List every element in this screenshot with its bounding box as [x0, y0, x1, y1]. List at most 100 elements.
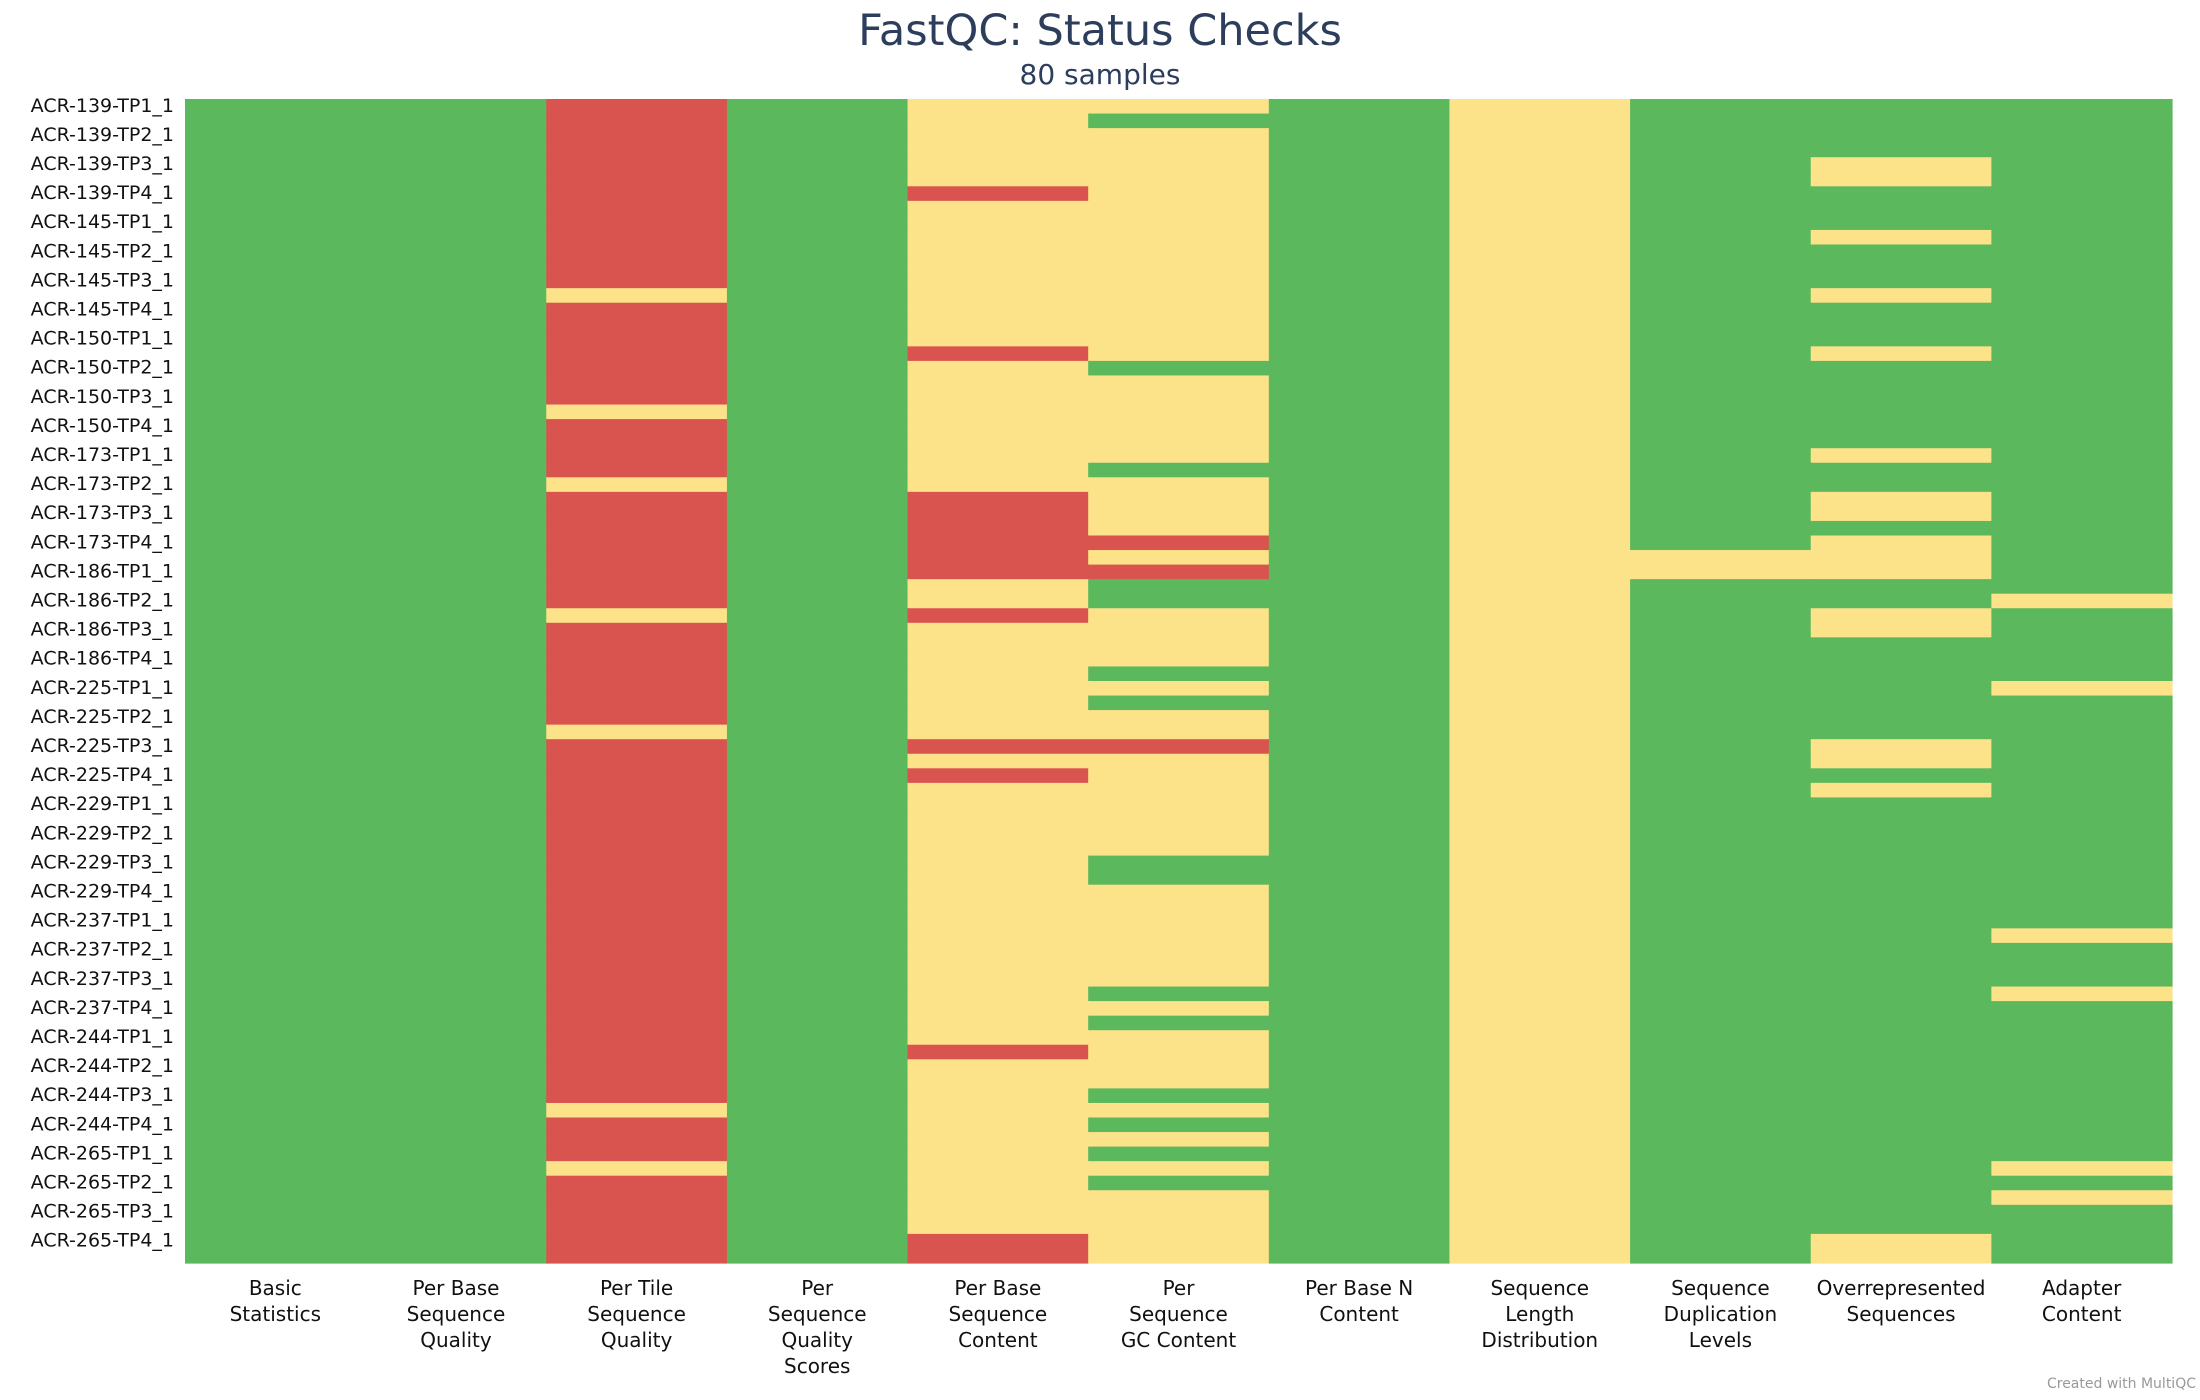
- heatmap-cell: [1991, 477, 2173, 493]
- heatmap-cell: [546, 622, 728, 638]
- heatmap-cell: [907, 797, 1089, 813]
- heatmap-cell: [1449, 797, 1631, 813]
- heatmap-cell: [1630, 229, 1812, 246]
- sample-label: ACR-145-TP1_1: [31, 211, 174, 233]
- heatmap-cell: [1991, 579, 2173, 595]
- heatmap-cell: [1630, 1248, 1812, 1264]
- heatmap-cell: [365, 506, 547, 522]
- heatmap-cell: [726, 1233, 909, 1250]
- heatmap-cell: [907, 448, 1089, 464]
- heatmap-cell: [1991, 273, 2173, 289]
- sample-label: ACR-150-TP4_1: [31, 415, 174, 437]
- heatmap-cell: [185, 579, 367, 595]
- heatmap-cell: [365, 244, 547, 260]
- heatmap-cell: [1810, 215, 1992, 231]
- heatmap-cell: [1088, 942, 1270, 959]
- heatmap-cell: [726, 128, 909, 144]
- heatmap-cell: [907, 666, 1089, 682]
- heatmap-cell: [1268, 1044, 1451, 1060]
- heatmap-cell: [365, 1132, 547, 1148]
- heatmap-cell: [546, 855, 728, 871]
- heatmap-cell: [185, 1015, 367, 1031]
- heatmap-cell: [907, 1132, 1089, 1148]
- heatmap-cell: [1268, 637, 1451, 653]
- heatmap-cell: [365, 317, 547, 333]
- heatmap-cell: [365, 1001, 547, 1017]
- heatmap-cell: [1810, 622, 1992, 638]
- heatmap-cell: [1810, 550, 1992, 566]
- heatmap-cell: [185, 724, 367, 740]
- column-label: Per Sequence Quality Scores: [768, 1276, 867, 1378]
- heatmap-cell: [1449, 768, 1631, 784]
- heatmap-cell: [1810, 506, 1992, 522]
- heatmap-cell: [185, 273, 367, 289]
- heatmap-cell: [546, 491, 728, 507]
- heatmap-cell: [365, 637, 547, 653]
- column-label-line: Length: [1505, 1302, 1574, 1326]
- column-label-line: Sequence: [1671, 1276, 1770, 1300]
- heatmap-cell: [546, 171, 728, 187]
- heatmap-cell: [726, 520, 909, 537]
- heatmap-cell: [1268, 375, 1451, 391]
- heatmap-cell: [546, 1132, 728, 1148]
- heatmap-cell: [365, 899, 547, 915]
- heatmap-cell: [546, 899, 728, 915]
- heatmap-cell: [1088, 972, 1270, 988]
- heatmap-cell: [1630, 302, 1812, 318]
- sample-label: ACR-186-TP1_1: [31, 560, 174, 582]
- heatmap-cell: [1810, 666, 1992, 682]
- heatmap-cell: [1449, 1219, 1631, 1235]
- heatmap-cell: [1810, 855, 1992, 871]
- heatmap-cell: [1991, 390, 2173, 406]
- heatmap-cell: [1630, 622, 1812, 638]
- heatmap-cell: [1268, 899, 1451, 915]
- heatmap-cell: [726, 564, 909, 580]
- column-label-line: Per Base: [412, 1276, 499, 1300]
- heatmap-cell: [1810, 1248, 1992, 1264]
- heatmap-cell: [726, 579, 909, 595]
- heatmap-cell: [1630, 884, 1812, 900]
- heatmap-cell: [1449, 1233, 1631, 1250]
- heatmap-cell: [1088, 1030, 1270, 1046]
- heatmap-cell: [1991, 128, 2173, 144]
- heatmap-cell: [1630, 651, 1812, 668]
- heatmap-cell: [185, 331, 367, 347]
- heatmap-cell: [1810, 1175, 1992, 1191]
- sample-label: ACR-150-TP3_1: [31, 386, 174, 408]
- heatmap-cell: [365, 288, 547, 304]
- heatmap-cell: [907, 622, 1089, 638]
- heatmap-cell: [1630, 1117, 1812, 1133]
- heatmap-cell: [1088, 186, 1270, 202]
- heatmap-cell: [185, 1132, 367, 1148]
- heatmap-cell: [1449, 782, 1631, 798]
- heatmap-cell: [546, 288, 728, 304]
- heatmap-cell: [546, 244, 728, 260]
- heatmap-cell: [546, 331, 728, 347]
- heatmap-cell: [726, 229, 909, 246]
- heatmap-cell: [365, 942, 547, 959]
- heatmap-cell: [185, 1030, 367, 1046]
- heatmap-cell: [185, 128, 367, 144]
- heatmap-cell: [907, 200, 1089, 216]
- column-label-line: Duplication: [1664, 1302, 1777, 1326]
- heatmap-cell: [1810, 1044, 1992, 1060]
- heatmap-cell: [726, 448, 909, 464]
- heatmap-cell: [546, 229, 728, 246]
- heatmap-cell: [1088, 404, 1270, 420]
- heatmap-cell: [907, 259, 1089, 275]
- heatmap-cell: [1449, 899, 1631, 915]
- heatmap-cell: [726, 622, 909, 638]
- heatmap-cell: [1991, 186, 2173, 202]
- heatmap-cell: [1810, 928, 1992, 944]
- heatmap-cell: [1630, 1015, 1812, 1031]
- heatmap-cell: [185, 302, 367, 318]
- heatmap-cell: [546, 870, 728, 886]
- heatmap-cell: [726, 1015, 909, 1031]
- heatmap-cell: [185, 637, 367, 653]
- heatmap-cell: [1268, 1248, 1451, 1264]
- heatmap-cell: [365, 681, 547, 697]
- heatmap-cell: [1088, 346, 1270, 362]
- heatmap-cell: [1810, 1088, 1992, 1104]
- heatmap-cell: [546, 346, 728, 362]
- heatmap-cell: [1991, 200, 2173, 216]
